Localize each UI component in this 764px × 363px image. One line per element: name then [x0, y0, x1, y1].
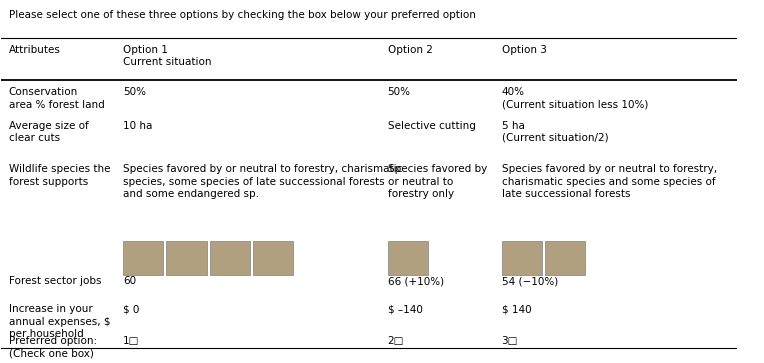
Text: Option 1
Current situation: Option 1 Current situation [123, 45, 212, 67]
Text: Species favored by or neutral to forestry, charismatic
species, some species of : Species favored by or neutral to forestr… [123, 164, 402, 199]
Text: Attributes: Attributes [8, 45, 60, 55]
FancyBboxPatch shape [123, 241, 163, 275]
Text: Option 3: Option 3 [502, 45, 546, 55]
Text: 5 ha
(Current situation/2): 5 ha (Current situation/2) [502, 121, 608, 143]
FancyBboxPatch shape [545, 241, 585, 275]
Text: 50%: 50% [123, 87, 146, 97]
FancyBboxPatch shape [209, 241, 250, 275]
Text: $ 140: $ 140 [502, 305, 531, 314]
Text: 1□: 1□ [123, 336, 139, 346]
FancyBboxPatch shape [253, 241, 293, 275]
Text: 2□: 2□ [387, 336, 404, 346]
Text: Selective cutting: Selective cutting [387, 121, 475, 131]
FancyBboxPatch shape [502, 241, 542, 275]
Text: $ 0: $ 0 [123, 305, 139, 314]
Text: 3□: 3□ [502, 336, 518, 346]
Text: Option 2: Option 2 [387, 45, 432, 55]
Text: Forest sector jobs: Forest sector jobs [8, 277, 102, 286]
Text: Please select one of these three options by checking the box below your preferre: Please select one of these three options… [8, 10, 476, 20]
Text: 10 ha: 10 ha [123, 121, 152, 131]
FancyBboxPatch shape [166, 241, 206, 275]
Text: Conservation
area % forest land: Conservation area % forest land [8, 87, 105, 110]
Text: Average size of
clear cuts: Average size of clear cuts [8, 121, 89, 143]
Text: Increase in your
annual expenses, $
per household: Increase in your annual expenses, $ per … [8, 305, 110, 339]
FancyBboxPatch shape [387, 241, 428, 275]
Text: 66 (+10%): 66 (+10%) [387, 277, 444, 286]
Text: 40%
(Current situation less 10%): 40% (Current situation less 10%) [502, 87, 648, 110]
Text: 54 (−10%): 54 (−10%) [502, 277, 558, 286]
Text: 60: 60 [123, 277, 136, 286]
Text: $ –140: $ –140 [387, 305, 422, 314]
Text: 50%: 50% [387, 87, 410, 97]
Text: Species favored by
or neutral to
forestry only: Species favored by or neutral to forestr… [387, 164, 487, 199]
Text: Species favored by or neutral to forestry,
charismatic species and some species : Species favored by or neutral to forestr… [502, 164, 717, 199]
Text: Wildlife species the
forest supports: Wildlife species the forest supports [8, 164, 110, 187]
Text: Preferred option:
(Check one box): Preferred option: (Check one box) [8, 336, 97, 358]
